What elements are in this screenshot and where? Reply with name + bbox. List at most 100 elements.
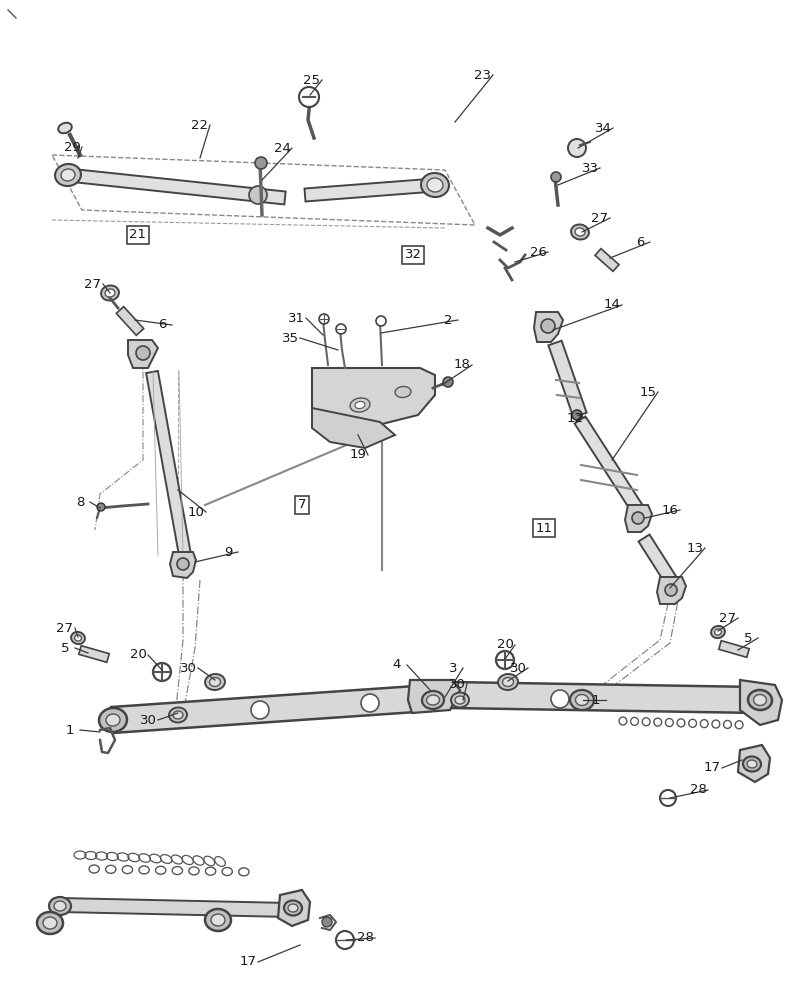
Text: 2: 2 <box>443 314 452 326</box>
Polygon shape <box>407 680 460 713</box>
Text: 30: 30 <box>139 714 157 726</box>
Text: 35: 35 <box>281 332 298 344</box>
Text: 26: 26 <box>529 245 546 258</box>
Polygon shape <box>111 685 431 733</box>
Text: 27: 27 <box>57 621 74 635</box>
Circle shape <box>336 931 354 949</box>
Polygon shape <box>146 371 191 556</box>
Circle shape <box>97 503 105 511</box>
Ellipse shape <box>288 904 298 912</box>
Ellipse shape <box>497 674 517 690</box>
Circle shape <box>251 701 268 719</box>
Text: 15: 15 <box>639 385 655 398</box>
Text: 19: 19 <box>349 448 366 462</box>
Ellipse shape <box>209 677 221 687</box>
Circle shape <box>443 377 453 387</box>
Circle shape <box>177 558 189 570</box>
Text: 8: 8 <box>75 495 84 508</box>
Ellipse shape <box>569 690 594 710</box>
Text: 33: 33 <box>581 162 598 175</box>
Ellipse shape <box>54 901 66 911</box>
Text: 34: 34 <box>594 122 611 135</box>
Polygon shape <box>637 535 676 585</box>
Polygon shape <box>169 552 195 578</box>
Circle shape <box>375 316 385 326</box>
Ellipse shape <box>575 694 588 706</box>
Text: 3: 3 <box>448 662 457 674</box>
Text: 30: 30 <box>509 662 526 674</box>
Polygon shape <box>311 368 435 430</box>
Polygon shape <box>449 682 757 713</box>
Ellipse shape <box>204 674 225 690</box>
Ellipse shape <box>58 123 71 133</box>
Ellipse shape <box>71 632 85 644</box>
Text: 24: 24 <box>273 142 290 155</box>
Text: 27: 27 <box>590 212 607 225</box>
Circle shape <box>135 346 150 360</box>
Ellipse shape <box>99 708 127 732</box>
Text: 18: 18 <box>453 359 470 371</box>
Ellipse shape <box>574 228 584 236</box>
Polygon shape <box>304 179 435 201</box>
Ellipse shape <box>173 711 182 719</box>
Ellipse shape <box>55 164 81 186</box>
Text: 6: 6 <box>635 235 643 248</box>
Ellipse shape <box>169 707 187 723</box>
Polygon shape <box>277 890 310 926</box>
Ellipse shape <box>427 178 443 192</box>
Ellipse shape <box>454 696 465 704</box>
Text: 1: 1 <box>66 724 74 736</box>
Text: 27: 27 <box>84 277 101 290</box>
Text: 27: 27 <box>719 611 736 624</box>
Ellipse shape <box>37 912 63 934</box>
Text: 1: 1 <box>591 694 599 706</box>
Ellipse shape <box>284 900 302 916</box>
Circle shape <box>551 172 560 182</box>
Circle shape <box>298 87 319 107</box>
Ellipse shape <box>204 909 230 931</box>
Text: 14: 14 <box>603 298 620 312</box>
Ellipse shape <box>747 690 771 710</box>
Text: 30: 30 <box>179 662 196 674</box>
Text: 16: 16 <box>661 504 678 516</box>
Polygon shape <box>60 898 290 917</box>
Ellipse shape <box>710 626 724 638</box>
Polygon shape <box>656 577 685 604</box>
Ellipse shape <box>502 677 513 687</box>
Polygon shape <box>311 408 394 448</box>
Ellipse shape <box>106 714 120 726</box>
Circle shape <box>152 663 171 681</box>
Text: 25: 25 <box>303 74 320 87</box>
Ellipse shape <box>753 694 766 706</box>
Ellipse shape <box>350 398 370 412</box>
Circle shape <box>249 186 267 204</box>
Text: 20: 20 <box>130 648 146 662</box>
Ellipse shape <box>570 224 588 240</box>
Circle shape <box>551 690 569 708</box>
Text: 5: 5 <box>61 642 69 654</box>
Polygon shape <box>624 505 651 532</box>
Text: 17: 17 <box>702 761 719 774</box>
Ellipse shape <box>211 914 225 926</box>
Circle shape <box>540 319 554 333</box>
Text: 11: 11 <box>534 522 551 534</box>
Ellipse shape <box>746 760 756 768</box>
Ellipse shape <box>49 897 71 915</box>
Polygon shape <box>79 646 109 662</box>
Polygon shape <box>547 341 586 417</box>
Circle shape <box>664 584 676 596</box>
Ellipse shape <box>105 289 115 297</box>
Circle shape <box>568 139 586 157</box>
Text: 9: 9 <box>224 546 232 558</box>
Ellipse shape <box>43 917 57 929</box>
Polygon shape <box>574 416 642 514</box>
Text: 28: 28 <box>356 931 373 944</box>
Circle shape <box>659 790 676 806</box>
Ellipse shape <box>61 169 75 181</box>
Text: 22: 22 <box>191 119 208 132</box>
Text: 21: 21 <box>129 229 146 241</box>
Circle shape <box>336 324 345 334</box>
Text: 17: 17 <box>239 955 256 968</box>
Polygon shape <box>737 745 769 782</box>
Circle shape <box>496 651 513 669</box>
